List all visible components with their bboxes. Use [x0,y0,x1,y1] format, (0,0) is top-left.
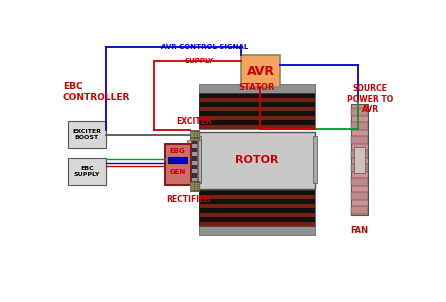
Bar [190,135,198,186]
Bar [199,98,315,102]
Bar [68,158,106,185]
Bar [197,136,201,183]
Bar [199,217,315,222]
Bar [190,130,198,140]
Bar [199,120,315,125]
Bar [199,190,315,195]
Bar [351,206,368,214]
Bar [190,169,198,173]
Text: EBG: EBG [169,148,185,154]
Bar [168,157,187,163]
Text: RECTIFIER: RECTIFIER [167,194,211,204]
Bar [199,195,315,199]
Text: FAN: FAN [351,226,369,235]
Bar [190,173,198,178]
Bar [199,222,315,226]
Text: AVR CONTROL SIGNAL: AVR CONTROL SIGNAL [161,44,248,50]
Bar [199,208,315,213]
Bar [68,121,106,148]
Bar [351,108,368,116]
Bar [351,164,368,172]
Bar [190,178,198,182]
Text: EBC
SUPPLY: EBC SUPPLY [74,166,100,177]
Text: SUPPLY: SUPPLY [185,58,214,64]
Bar [313,136,318,183]
Bar [199,190,315,226]
Bar [190,161,198,165]
Text: EXCITER: EXCITER [177,117,213,126]
Bar [199,111,315,116]
Bar [187,140,190,182]
Bar [199,226,315,235]
Text: EXCITER
BOOST: EXCITER BOOST [72,129,101,140]
Bar [199,93,315,98]
Bar [199,204,315,208]
Bar [354,147,365,173]
Bar [351,191,368,200]
Bar [199,93,315,129]
Bar [190,139,198,143]
Text: ROTOR: ROTOR [235,155,279,165]
Bar [199,107,315,111]
Bar [351,136,368,144]
Bar [190,152,198,156]
Bar [190,148,198,152]
Bar [351,150,368,158]
Bar [241,55,281,87]
Text: AVR: AVR [247,65,275,78]
Bar [199,132,315,188]
Bar [190,143,198,148]
Bar [190,156,198,161]
Bar [199,125,315,129]
Bar [190,181,198,191]
Bar [190,165,198,169]
Bar [199,84,315,93]
Bar [199,199,315,204]
Text: STATOR: STATOR [239,83,275,92]
Bar [351,104,368,215]
Bar [199,116,315,120]
Bar [351,178,368,186]
Bar [190,135,198,139]
Bar [165,144,190,185]
Bar [190,182,198,186]
Bar [351,122,368,130]
Text: EBC
CONTROLLER: EBC CONTROLLER [62,82,130,102]
Bar [198,140,201,182]
Text: GEN: GEN [169,169,186,175]
Bar [199,213,315,217]
Bar [199,102,315,107]
Text: SOURCE
POWER TO
AVR: SOURCE POWER TO AVR [347,84,393,114]
